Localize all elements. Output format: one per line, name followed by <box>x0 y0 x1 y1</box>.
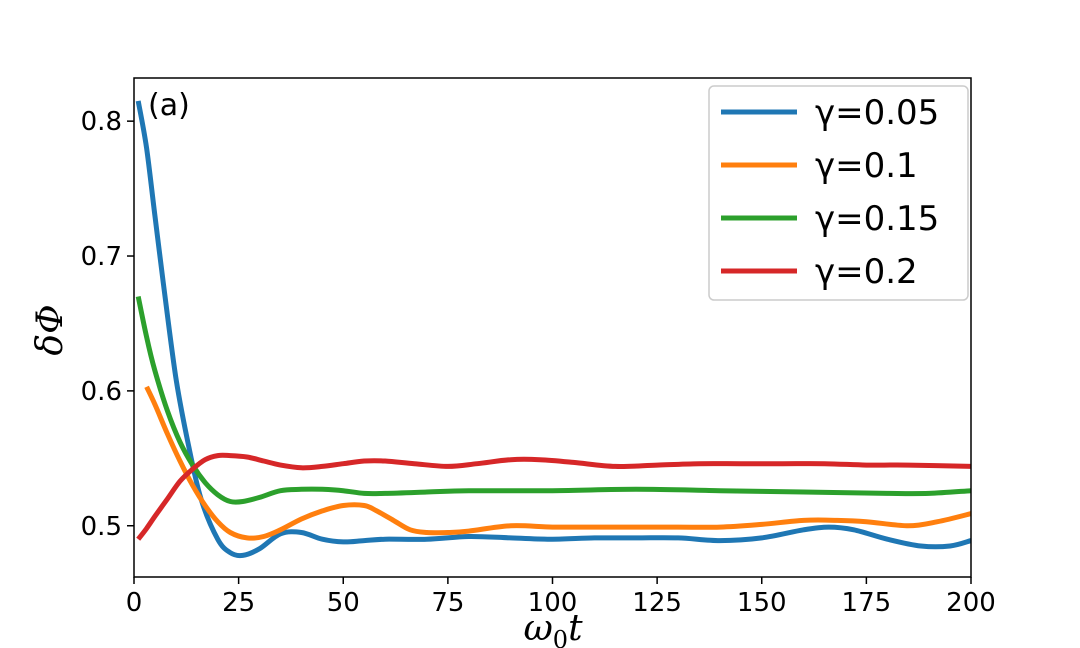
panel-annotation: (a) <box>148 88 190 123</box>
series-line-2 <box>135 295 971 505</box>
y-axis-label: δΦ <box>30 304 71 355</box>
x-tick-label: 100 <box>528 588 578 618</box>
legend-label: γ=0.1 <box>815 146 918 186</box>
series-line-3 <box>136 452 971 541</box>
x-tick-label: 50 <box>327 588 360 618</box>
x-tick-label: 200 <box>946 588 996 618</box>
y-tick-label: 0.6 <box>81 377 122 407</box>
x-tick-label: 75 <box>431 588 464 618</box>
legend-box <box>708 85 969 301</box>
series-line-0 <box>135 100 971 559</box>
legend: γ=0.05 γ=0.1 γ=0.15 γ=0.2 <box>708 85 969 301</box>
x-tick-label: 150 <box>737 588 787 618</box>
x-axis-label: ω0t <box>523 608 583 648</box>
series-lines <box>135 100 971 559</box>
x-tick-label: 0 <box>126 588 143 618</box>
x-tick-label: 125 <box>632 588 682 618</box>
series-line-1 <box>144 385 971 541</box>
legend-label: γ=0.2 <box>815 252 918 292</box>
axis-ticks: 0 25 50 75 100 125 150 175 200 0.5 0.6 0.7 0.8 <box>81 107 996 618</box>
y-tick-label: 0.8 <box>81 107 122 137</box>
x-tick-label: 175 <box>842 588 892 618</box>
y-tick-label: 0.5 <box>81 512 122 542</box>
y-tick-label: 0.7 <box>81 242 122 272</box>
legend-label: γ=0.05 <box>815 93 939 133</box>
legend-label: γ=0.15 <box>815 199 939 239</box>
x-tick-label: 25 <box>222 588 255 618</box>
